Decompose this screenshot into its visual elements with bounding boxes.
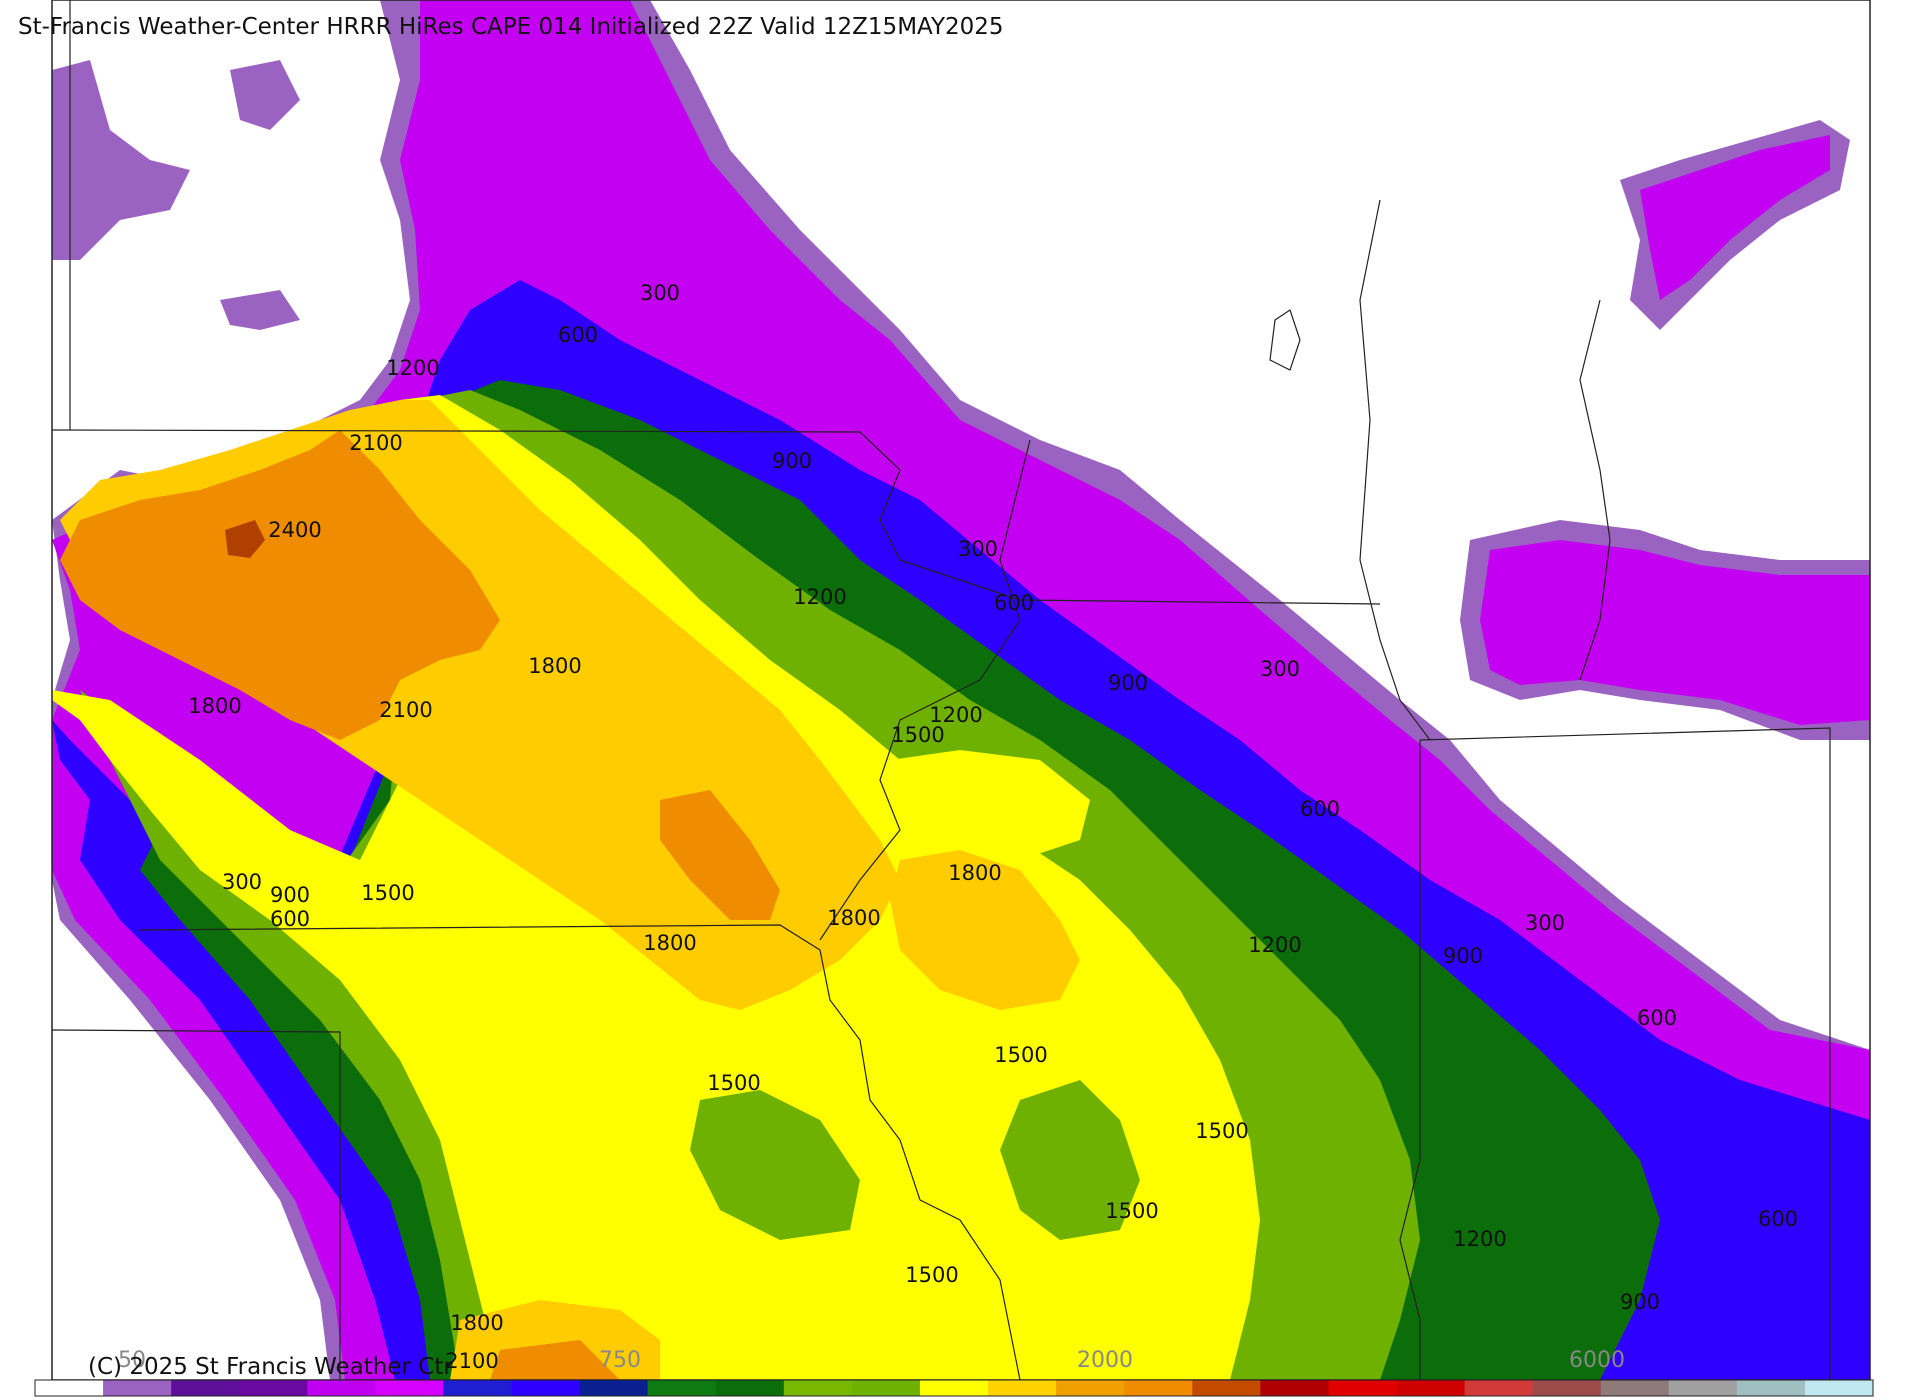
colorbar-swatch xyxy=(171,1380,240,1396)
colorbar-swatch xyxy=(443,1380,513,1396)
cape-fill-yellow-east xyxy=(890,750,1090,860)
colorbar-swatch xyxy=(579,1380,649,1396)
cape-fill-2400 xyxy=(225,520,265,558)
contour-label: 1200 xyxy=(1248,933,1301,957)
contour-label: 1500 xyxy=(905,1263,958,1287)
chart-title: St-Francis Weather-Center HRRR HiRes CAP… xyxy=(18,14,1004,40)
contour-label: 1200 xyxy=(386,356,439,380)
contour-label: 2100 xyxy=(379,698,432,722)
colorbar-swatch xyxy=(988,1380,1057,1396)
colorbar-tick-label: 6000 xyxy=(1569,1348,1625,1373)
colorbar-swatch xyxy=(1804,1380,1874,1396)
cape-fill-nw-blob xyxy=(52,60,190,260)
colorbar-swatch xyxy=(783,1380,853,1396)
contour-label: 2100 xyxy=(445,1349,498,1373)
colorbar-swatch xyxy=(103,1380,172,1396)
contour-label: 1800 xyxy=(450,1311,503,1335)
contour-label: 1500 xyxy=(361,881,414,905)
colorbar-swatch xyxy=(375,1380,445,1396)
contour-label: 1500 xyxy=(707,1071,760,1095)
colorbar-swatch xyxy=(1328,1380,1398,1396)
colorbar-swatch xyxy=(919,1380,989,1396)
contour-label: 1500 xyxy=(891,723,944,747)
colorbar-outline xyxy=(34,1379,1874,1397)
state-boundaries xyxy=(51,0,1831,1381)
contour-label: 1500 xyxy=(994,1043,1047,1067)
contour-label: 1800 xyxy=(188,694,241,718)
contour-label: 300 xyxy=(640,281,680,305)
contour-label: 600 xyxy=(1637,1006,1677,1030)
colorbar-swatch xyxy=(1600,1380,1670,1396)
colorbar-swatch xyxy=(1396,1380,1466,1396)
contour-label: 1800 xyxy=(528,654,581,678)
colorbar-swatch xyxy=(1192,1380,1261,1396)
colorbar-swatch xyxy=(851,1380,921,1396)
cape-fill-north-blob xyxy=(230,60,300,130)
cape-fill-2100-south xyxy=(490,1340,620,1380)
contour-label: 900 xyxy=(1620,1290,1660,1314)
contour-label: 300 xyxy=(1525,911,1565,935)
contour-label: 1500 xyxy=(1195,1119,1248,1143)
contour-label: 600 xyxy=(558,323,598,347)
cape-fill-green-inner xyxy=(1000,1080,1140,1240)
contour-label: 300 xyxy=(958,537,998,561)
colorbar: 50 750 2000 6000 xyxy=(34,1348,1874,1397)
colorbar-tick-label: 50 xyxy=(118,1348,146,1373)
contour-labels: 300 600 1200 2100 2400 900 300 1200 600 1800 900 30… xyxy=(188,281,1798,1373)
contour-label: 600 xyxy=(1758,1207,1798,1231)
colorbar-swatch xyxy=(307,1380,376,1396)
colorbar-tick-label: 2000 xyxy=(1077,1348,1133,1373)
cape-fill-nw-blob2 xyxy=(220,290,300,330)
contour-label: 900 xyxy=(270,883,310,907)
colorbar-swatch xyxy=(1464,1380,1534,1396)
cape-fill-2100-inner xyxy=(660,790,780,920)
colorbar-swatch xyxy=(35,1380,104,1396)
cape-fill-2100 xyxy=(60,430,500,740)
map-area xyxy=(51,0,1870,1381)
cape-fill-ne-blob-inner xyxy=(1640,135,1830,300)
contour-label: 900 xyxy=(1108,671,1148,695)
contour-label: 300 xyxy=(222,870,262,894)
colorbar-swatch xyxy=(1736,1380,1806,1396)
colorbar-swatch xyxy=(511,1380,581,1396)
colorbar-swatch xyxy=(647,1380,717,1396)
contour-label: 1800 xyxy=(643,931,696,955)
colorbar-swatch xyxy=(715,1380,785,1396)
contour-label: 1800 xyxy=(827,906,880,930)
contour-label: 600 xyxy=(270,907,310,931)
colorbar-swatch xyxy=(1260,1380,1329,1396)
contour-label: 600 xyxy=(994,591,1034,615)
cape-fill-green-inner2 xyxy=(690,1090,860,1240)
copyright-text: (C) 2025 St Francis Weather Ctr xyxy=(88,1354,453,1380)
contour-label: 600 xyxy=(1300,797,1340,821)
contour-label: 2400 xyxy=(268,518,321,542)
colorbar-swatch xyxy=(239,1380,308,1396)
cape-fill-1800-east xyxy=(890,850,1080,1010)
contour-label: 1500 xyxy=(1105,1199,1158,1223)
contour-label: 1800 xyxy=(948,861,1001,885)
colorbar-swatch xyxy=(1056,1380,1125,1396)
colorbar-tick-label: 750 xyxy=(599,1348,641,1373)
contour-label: 900 xyxy=(772,449,812,473)
contour-label: 2100 xyxy=(349,431,402,455)
colorbar-swatch xyxy=(1124,1380,1193,1396)
contour-label: 900 xyxy=(1443,944,1483,968)
contour-label: 1200 xyxy=(793,585,846,609)
contour-label: 1200 xyxy=(929,703,982,727)
colorbar-swatch xyxy=(1668,1380,1738,1396)
contour-label: 300 xyxy=(1260,657,1300,681)
cape-fill-east-blob-inner xyxy=(1480,540,1870,725)
contour-label: 1200 xyxy=(1453,1227,1506,1251)
colorbar-swatch xyxy=(1532,1380,1602,1396)
